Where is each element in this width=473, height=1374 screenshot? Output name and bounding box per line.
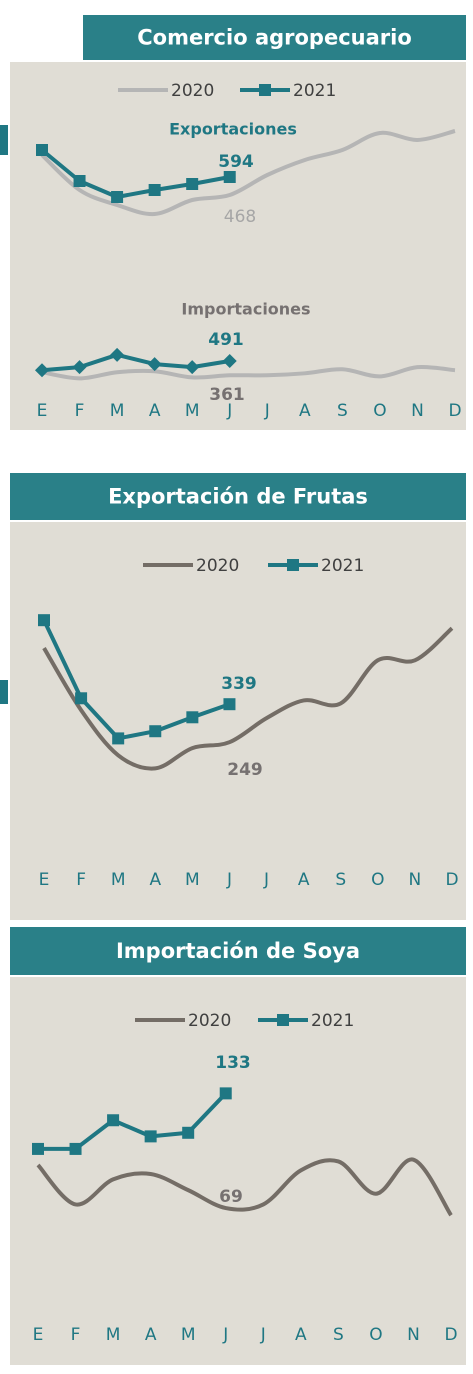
edge-fragment [0,680,8,704]
data-point [147,357,162,372]
panel-background [10,522,466,920]
data-point [73,175,86,187]
legend-marker [287,559,299,571]
x-tick-label: D [444,1325,457,1345]
x-tick-label: S [333,1325,344,1345]
data-point [112,732,125,745]
x-tick-label: F [76,870,86,890]
data-point [111,191,124,203]
data-label: 133 [215,1053,251,1073]
panel-title: Comercio agropecuario [137,26,412,50]
data-point [219,1087,232,1100]
x-tick-label: N [407,1325,420,1345]
x-tick-label: D [445,870,458,890]
data-label: 339 [221,674,257,694]
x-tick-label: A [149,401,161,421]
series-line [40,148,231,199]
x-tick-label: J [226,870,232,890]
panel-background [10,62,466,430]
legend-label: 2021 [321,556,364,576]
series-line [40,129,456,217]
x-tick-label: O [373,401,386,421]
x-tick-label: M [106,1325,121,1345]
panel-background [10,977,466,1365]
data-point [149,725,162,738]
panel-header [83,15,466,60]
data-point [185,360,200,375]
data-label: 361 [209,385,245,405]
edge-fragment [0,125,8,155]
panel-header [10,927,466,975]
legend-label: 2020 [188,1011,231,1031]
x-tick-label: J [226,401,232,421]
x-tick-label: A [299,401,311,421]
series-group-label: Exportaciones [169,120,297,139]
series-line [42,626,454,771]
data-point [35,363,49,378]
series-line [42,619,231,741]
x-tick-label: S [335,870,346,890]
panel-title: Importación de Soya [116,939,360,963]
data-point [110,347,125,362]
data-point [69,1142,82,1155]
panel-title: Exportación de Frutas [108,485,368,509]
data-point [32,1142,44,1155]
x-tick-label: M [110,401,125,421]
legend-marker [277,1014,289,1026]
data-label: 491 [208,330,244,350]
data-point [186,178,199,190]
legend-label: 2021 [311,1011,354,1031]
x-tick-label: N [409,870,422,890]
x-tick-label: J [263,870,269,890]
data-point [222,353,237,368]
x-tick-label: M [185,870,200,890]
data-point [223,171,236,183]
x-tick-label: F [75,401,85,421]
x-tick-label: M [185,401,200,421]
x-tick-label: D [448,401,461,421]
data-point [72,360,87,375]
x-tick-label: M [181,1325,196,1345]
x-tick-label: A [149,870,161,890]
legend-marker [259,84,271,96]
x-tick-label: O [369,1325,382,1345]
data-point [144,1130,157,1143]
series-line [41,364,456,381]
x-tick-label: J [264,401,270,421]
data-label: 69 [219,1187,243,1207]
x-tick-label: O [371,870,384,890]
x-tick-label: S [337,401,348,421]
x-tick-label: A [295,1325,307,1345]
legend-label: 2020 [196,556,239,576]
series-line [36,1157,453,1217]
x-tick-label: F [71,1325,81,1345]
data-label: 594 [218,152,254,172]
x-tick-label: A [145,1325,157,1345]
data-label: 249 [227,760,263,780]
data-point [36,144,48,156]
data-point [107,1114,120,1127]
legend-label: 2021 [293,81,336,101]
x-tick-label: A [298,870,310,890]
x-tick-label: E [33,1325,44,1345]
x-tick-label: J [260,1325,266,1345]
x-tick-label: E [37,401,48,421]
data-point [186,711,199,724]
data-point [148,184,161,196]
legend-label: 2020 [171,81,214,101]
data-label: 468 [224,207,256,227]
data-point [182,1126,195,1139]
x-tick-label: M [111,870,126,890]
series-group-label: Importaciones [181,300,310,319]
data-point [75,692,88,705]
panel-header [10,473,466,520]
x-tick-label: E [39,870,50,890]
x-tick-label: N [411,401,424,421]
x-tick-label: J [222,1325,228,1345]
data-point [38,614,50,627]
data-point [223,698,236,711]
series-line [38,1092,228,1151]
